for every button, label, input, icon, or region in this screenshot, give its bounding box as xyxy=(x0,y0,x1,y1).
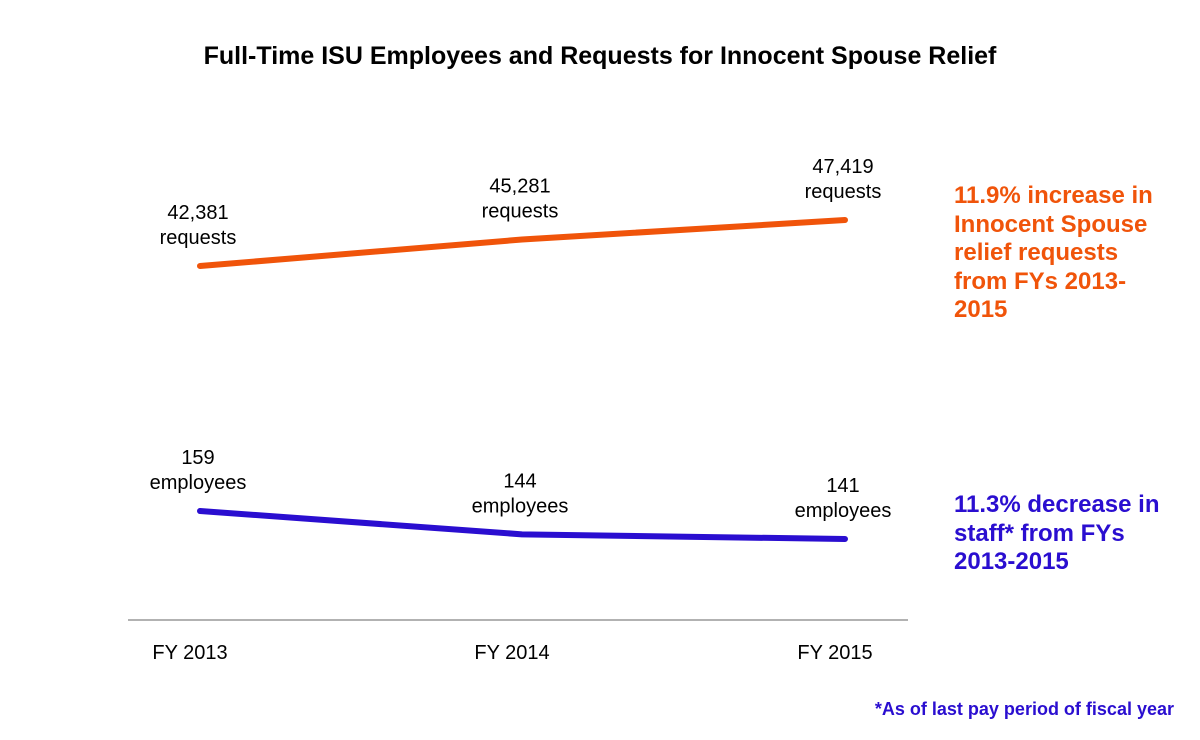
employees-unit-label: employees xyxy=(150,472,247,494)
x-tick-label: FY 2013 xyxy=(152,642,227,664)
employees-value-label: 144 xyxy=(503,470,536,492)
requests-line xyxy=(197,217,848,269)
chart-title: Full-Time ISU Employees and Requests for… xyxy=(203,42,997,70)
x-tick-label: FY 2015 xyxy=(797,642,872,664)
requests-unit-label: requests xyxy=(805,181,882,203)
x-tick-label: FY 2014 xyxy=(474,642,549,664)
requests-unit-label: requests xyxy=(160,227,237,249)
requests-annotation: 11.9% increase in Innocent Spouse relief… xyxy=(954,182,1153,323)
requests-unit-label: requests xyxy=(482,201,559,223)
requests-value-label: 42,381 xyxy=(167,202,228,224)
footnote: *As of last pay period of fiscal year xyxy=(874,699,1174,719)
requests-value-label: 45,281 xyxy=(489,176,550,198)
employees-unit-label: employees xyxy=(795,500,892,522)
employees-annotation: 11.3% decrease in staff* from FYs 2013-2… xyxy=(954,491,1160,575)
employees-value-label: 141 xyxy=(826,475,859,497)
employees-unit-label: employees xyxy=(472,495,569,517)
employees-line xyxy=(197,508,848,542)
requests-value-label: 47,419 xyxy=(812,156,873,178)
employees-value-label: 159 xyxy=(181,447,214,469)
